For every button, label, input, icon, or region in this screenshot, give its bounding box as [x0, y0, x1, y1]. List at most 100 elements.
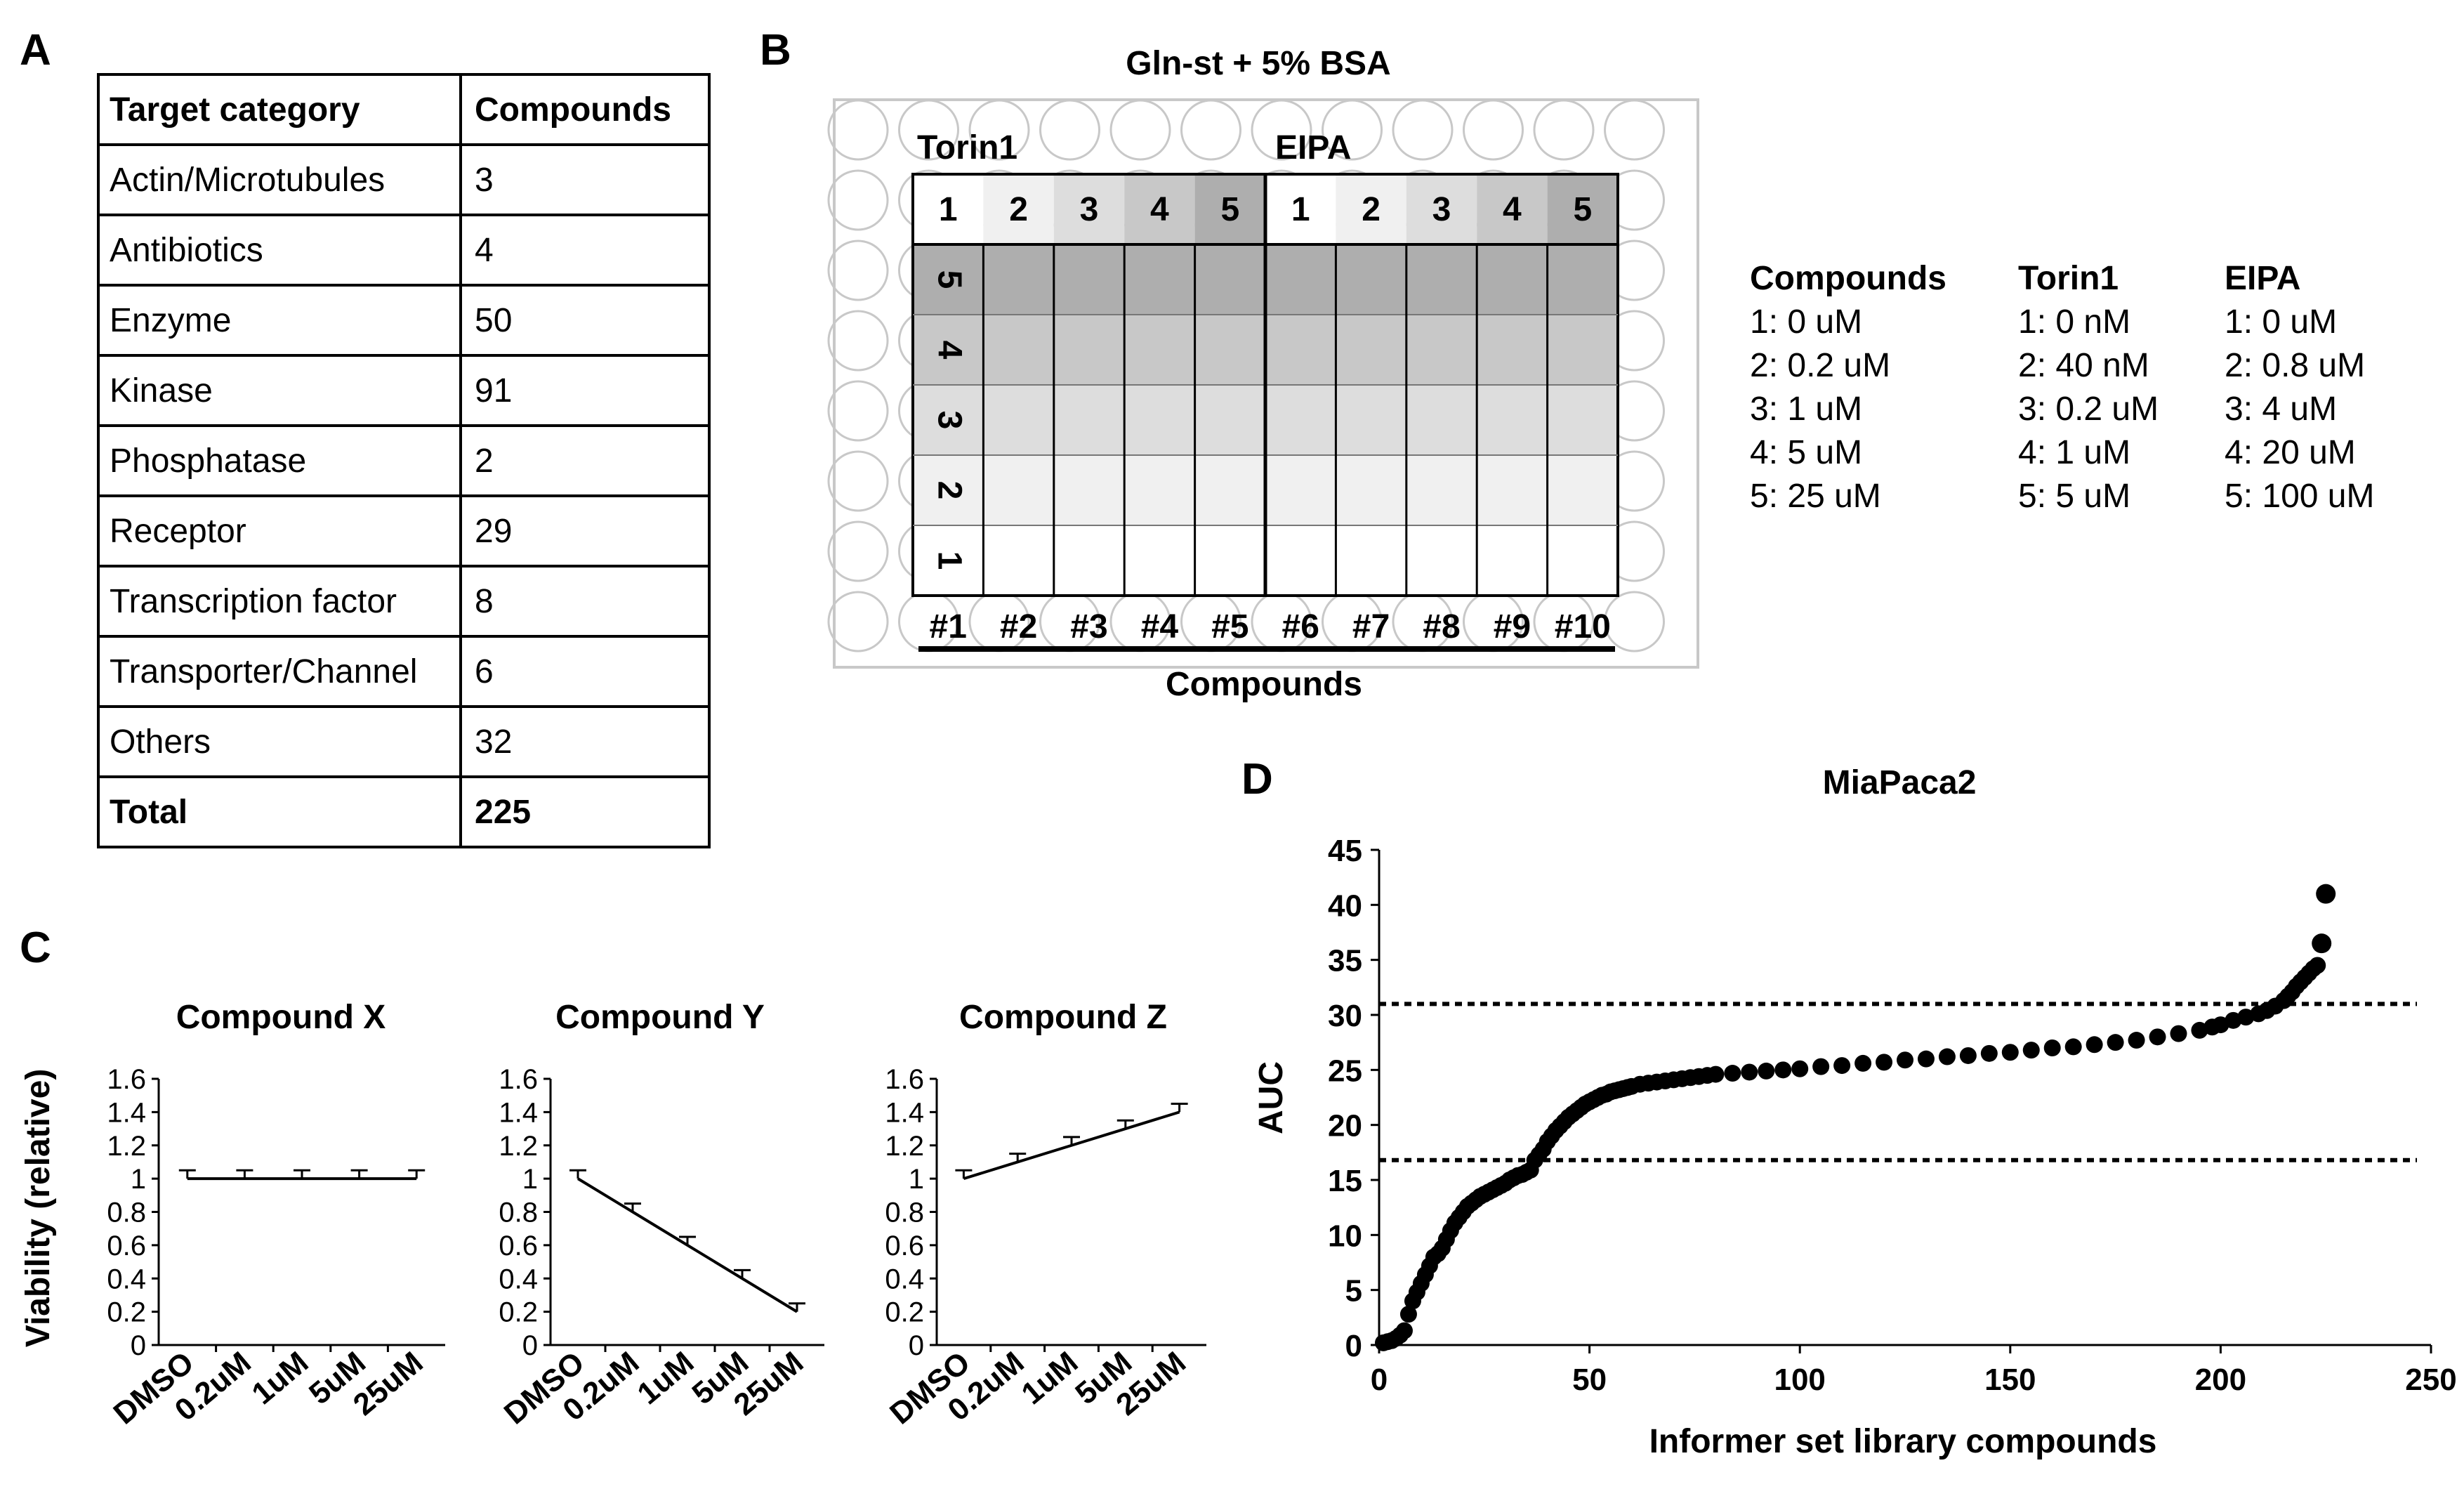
y-tick-label: 0 [909, 1330, 924, 1361]
plate-well [827, 520, 889, 582]
data-point [1833, 1057, 1851, 1075]
data-point [2316, 884, 2336, 904]
y-tick-label: 20 [1328, 1109, 1362, 1143]
compound-label: #10 [1555, 608, 1611, 645]
panel-letter-d: D [1241, 755, 1273, 803]
y-tick-label: 1.4 [499, 1097, 538, 1128]
y-tick-label: 0.6 [885, 1231, 924, 1261]
legend-item: 2: 40 nM [2018, 347, 2149, 384]
data-point [2191, 1021, 2208, 1039]
x-tick-label: 0 [1371, 1363, 1388, 1397]
data-point [2309, 957, 2326, 974]
dose-header-label: 5 [1220, 191, 1239, 228]
table-cell: Enzyme [110, 302, 231, 339]
dose-header-cell [1124, 174, 1195, 244]
data-point [2043, 1039, 2061, 1056]
y-tick-label: 1.4 [885, 1097, 924, 1128]
legend-item: 4: 20 uM [2225, 434, 2356, 471]
plate-well [1463, 99, 1524, 161]
y-tick-label: 0.8 [499, 1198, 538, 1228]
legend-item: 4: 5 uM [1750, 434, 1862, 471]
table-total-cell: Total [110, 794, 187, 831]
x-tick-label: 50 [1572, 1363, 1607, 1397]
plate-well [827, 240, 889, 301]
plate-well [968, 99, 1030, 161]
y-tick-label: 0.6 [499, 1231, 538, 1261]
dose-header-cell [1547, 174, 1618, 244]
table-cell: 6 [475, 653, 494, 690]
dose-row-label: 2 [931, 481, 968, 500]
table-cell: 8 [475, 583, 494, 620]
dose-header-cell [1406, 174, 1477, 244]
y-axis-label: AUC [1253, 1061, 1290, 1134]
plate-title: Gln-st + 5% BSA [1126, 45, 1390, 82]
legend-header: Compounds [1750, 260, 1946, 297]
dose-header-cell [983, 174, 1054, 244]
table-cell: Actin/Microtubules [110, 162, 385, 199]
y-tick-label: 0.8 [885, 1198, 924, 1228]
y-tick-label: 0 [131, 1330, 146, 1361]
data-point [1876, 1054, 1893, 1071]
compound-label: #6 [1282, 608, 1319, 645]
dose-row-label: 1 [931, 551, 968, 570]
data-point [1791, 1060, 1809, 1077]
compound-label: #1 [930, 608, 967, 645]
legend-item: 4: 1 uM [2018, 434, 2130, 471]
table-cell: Antibiotics [110, 232, 263, 269]
data-point [1774, 1061, 1792, 1079]
dose-header-label: 2 [1362, 191, 1381, 228]
plate-well [1039, 99, 1100, 161]
y-tick-label: 1 [131, 1164, 146, 1195]
y-tick-label: 1 [909, 1164, 924, 1195]
data-point [1980, 1044, 1998, 1062]
table-cell: Phosphatase [110, 442, 306, 480]
plate-well [1109, 99, 1171, 161]
series-line [577, 1177, 798, 1313]
legend-item: 3: 4 uM [2225, 391, 2337, 428]
plate-well [1251, 99, 1312, 161]
table-cell: Receptor [110, 513, 246, 550]
dose-header-label: 2 [1009, 191, 1028, 228]
data-point [1395, 1322, 1413, 1339]
data-point [1758, 1062, 1775, 1080]
y-tick-label: 0.2 [885, 1297, 924, 1328]
viability-charts: Viability (relative) Compound X00.20.40.… [20, 999, 1206, 1431]
x-tick-label: 250 [2405, 1363, 2456, 1397]
legend-header: Torin1 [2018, 260, 2119, 297]
plate-well [1604, 99, 1665, 161]
y-tick-label: 0.6 [107, 1231, 146, 1261]
data-point [2312, 933, 2332, 954]
compound-label: #8 [1423, 608, 1460, 645]
y-tick-label: 1.2 [499, 1131, 538, 1162]
compound-label: #5 [1211, 608, 1249, 645]
compound-label: #3 [1070, 608, 1107, 645]
chart-title: Compound Z [959, 999, 1167, 1036]
y-tick-label: 5 [1345, 1274, 1362, 1308]
dose-legend: Compounds 1: 0 uM 2: 0.2 uM 3: 1 uM 4: 5 uM 5… [1750, 260, 2374, 515]
data-point [1399, 1306, 1417, 1323]
panel-letter-c: C [20, 924, 51, 972]
dose-header-cell [1477, 174, 1548, 244]
x-tick-label: 1uM [246, 1345, 315, 1411]
compound-label: #9 [1494, 608, 1531, 645]
table-cell: 50 [475, 302, 512, 339]
table-header-cell: Compounds [475, 91, 671, 129]
x-tick-label: 150 [1984, 1363, 2036, 1397]
legend-item: 5: 5 uM [2018, 478, 2130, 515]
drug-right-label: EIPA [1275, 129, 1351, 166]
chart-title: Compound Y [555, 999, 765, 1036]
data-point [2237, 1009, 2255, 1026]
plate-well [1180, 99, 1241, 161]
drug-left-label: Torin1 [917, 129, 1017, 166]
data-point [1938, 1048, 1956, 1065]
table-cell: Kinase [110, 372, 213, 409]
y-tick-label: 0.4 [107, 1264, 146, 1294]
dose-header-cell [913, 174, 984, 244]
table-cell: 32 [475, 723, 512, 761]
data-point [2170, 1025, 2187, 1042]
plate-well [898, 99, 959, 161]
table-cell: 3 [475, 162, 494, 199]
data-point [1741, 1063, 1758, 1081]
y-tick-label: 25 [1328, 1054, 1362, 1088]
